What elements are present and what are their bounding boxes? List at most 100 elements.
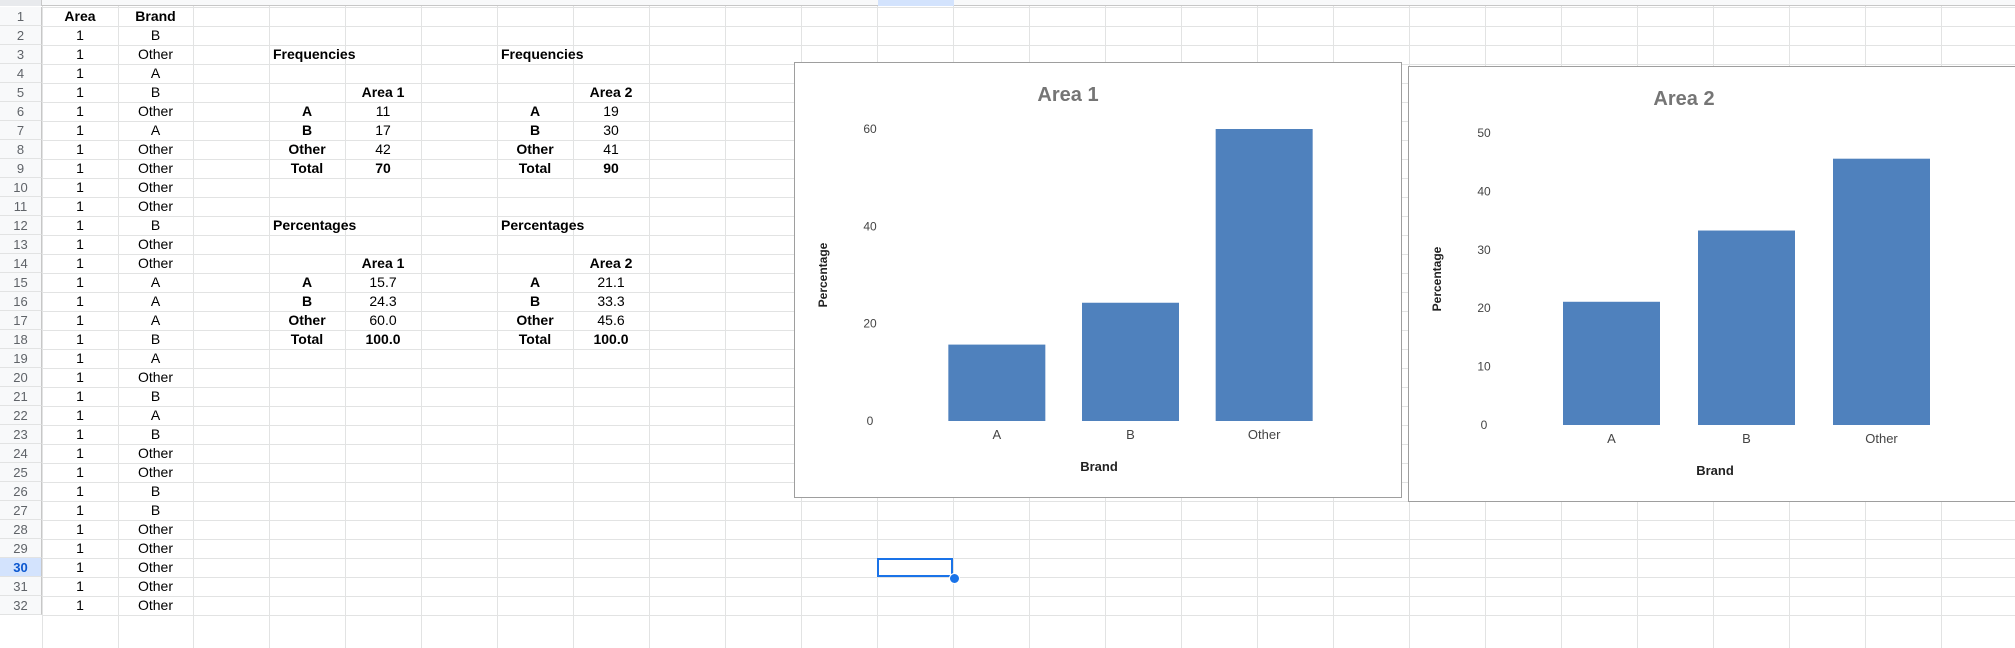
frequencies-row-label[interactable]: Other xyxy=(288,141,326,157)
row-header[interactable]: 1 xyxy=(0,7,42,26)
area-cell[interactable]: 1 xyxy=(76,84,84,100)
bar-other[interactable] xyxy=(1833,158,1930,426)
percentages-row-value[interactable]: 33.3 xyxy=(597,293,625,309)
frequencies-row-value[interactable]: 17 xyxy=(375,122,391,138)
area-cell[interactable]: 1 xyxy=(76,540,84,556)
area-cell[interactable]: 1 xyxy=(76,46,84,62)
row-header[interactable]: 28 xyxy=(0,520,42,539)
row-header[interactable]: 23 xyxy=(0,425,42,444)
row-header[interactable]: 25 xyxy=(0,463,42,482)
selected-cell[interactable] xyxy=(877,558,953,577)
area-cell[interactable]: 1 xyxy=(76,179,84,195)
row-header[interactable]: 5 xyxy=(0,83,42,102)
brand-cell[interactable]: B xyxy=(150,483,161,499)
row-header[interactable]: 20 xyxy=(0,368,42,387)
row-header[interactable]: 32 xyxy=(0,596,42,615)
frequencies-row-value[interactable]: 42 xyxy=(375,141,391,157)
frequencies-title[interactable]: Frequencies xyxy=(273,46,356,62)
row-header[interactable]: 26 xyxy=(0,482,42,501)
row-header[interactable]: 30 xyxy=(0,558,42,577)
area-cell[interactable]: 1 xyxy=(76,369,84,385)
brand-cell[interactable]: A xyxy=(150,350,161,366)
bar-b[interactable] xyxy=(1082,302,1179,421)
percentages-row-label[interactable]: Total xyxy=(518,331,552,347)
area-cell[interactable]: 1 xyxy=(76,388,84,404)
fill-handle[interactable] xyxy=(949,573,960,584)
brand-cell[interactable]: B xyxy=(150,502,161,518)
percentages-row-value[interactable]: 21.1 xyxy=(597,274,625,290)
brand-cell[interactable]: B xyxy=(150,388,161,404)
brand-cell[interactable]: Other xyxy=(137,578,173,594)
row-header[interactable]: 15 xyxy=(0,273,42,292)
frequencies-row-value[interactable]: 11 xyxy=(375,103,391,119)
area-cell[interactable]: 1 xyxy=(76,502,84,518)
row-header[interactable]: 7 xyxy=(0,121,42,140)
area-cell[interactable]: 1 xyxy=(76,521,84,537)
frequencies-row-value[interactable]: 41 xyxy=(603,141,619,157)
percentages-row-value[interactable]: 100.0 xyxy=(365,331,401,347)
area-cell[interactable]: 1 xyxy=(76,350,84,366)
row-header[interactable]: 12 xyxy=(0,216,42,235)
frequencies-row-label[interactable]: Total xyxy=(290,160,324,176)
brand-cell[interactable]: B xyxy=(150,426,161,442)
area-cell[interactable]: 1 xyxy=(76,65,84,81)
brand-cell[interactable]: Other xyxy=(137,179,173,195)
row-header[interactable]: 21 xyxy=(0,387,42,406)
header-brand[interactable]: Brand xyxy=(135,8,176,24)
area-cell[interactable]: 1 xyxy=(76,198,84,214)
brand-cell[interactable]: A xyxy=(150,65,161,81)
bar-other[interactable] xyxy=(1215,129,1313,421)
percentages-row-value[interactable]: 45.6 xyxy=(597,312,625,328)
brand-cell[interactable]: B xyxy=(150,84,161,100)
frequencies-row-value[interactable]: 19 xyxy=(603,103,619,119)
brand-cell[interactable]: B xyxy=(150,217,161,233)
row-header[interactable]: 14 xyxy=(0,254,42,273)
chart-area-1[interactable]: Area 1 0 20 40 60 A B Other Brand Percentage xyxy=(794,62,1402,498)
percentages-title[interactable]: Percentages xyxy=(501,217,585,233)
frequencies-row-value[interactable]: 30 xyxy=(603,122,619,138)
brand-cell[interactable]: Other xyxy=(137,464,173,480)
percentages-title[interactable]: Percentages xyxy=(273,217,357,233)
frequencies-header[interactable]: Area 2 xyxy=(589,84,633,100)
frequencies-row-label[interactable]: B xyxy=(529,122,541,138)
area-cell[interactable]: 1 xyxy=(76,312,84,328)
brand-cell[interactable]: Other xyxy=(137,198,173,214)
brand-cell[interactable]: A xyxy=(150,407,161,423)
select-all-corner[interactable] xyxy=(0,0,42,6)
brand-cell[interactable]: A xyxy=(150,274,161,290)
row-header[interactable]: 27 xyxy=(0,501,42,520)
bar-b[interactable] xyxy=(1698,230,1795,425)
brand-cell[interactable]: B xyxy=(150,27,161,43)
percentages-row-label[interactable]: Total xyxy=(290,331,324,347)
percentages-row-label[interactable]: A xyxy=(529,274,541,290)
frequencies-row-label[interactable]: Other xyxy=(516,141,554,157)
row-header[interactable]: 24 xyxy=(0,444,42,463)
brand-cell[interactable]: B xyxy=(150,331,161,347)
brand-cell[interactable]: Other xyxy=(137,236,173,252)
row-header[interactable]: 17 xyxy=(0,311,42,330)
percentages-header[interactable]: Area 1 xyxy=(361,255,405,271)
chart-area-2[interactable]: Area 2 0 10 20 30 40 50 A B Other Brand Percentage xyxy=(1408,66,2015,502)
row-header[interactable]: 8 xyxy=(0,140,42,159)
percentages-header[interactable]: Area 2 xyxy=(589,255,633,271)
row-header[interactable]: 4 xyxy=(0,64,42,83)
area-cell[interactable]: 1 xyxy=(76,445,84,461)
brand-cell[interactable]: A xyxy=(150,122,161,138)
row-header[interactable]: 2 xyxy=(0,26,42,45)
percentages-row-label[interactable]: A xyxy=(301,274,313,290)
area-cell[interactable]: 1 xyxy=(76,274,84,290)
brand-cell[interactable]: Other xyxy=(137,141,173,157)
header-area[interactable]: Area xyxy=(64,8,96,24)
brand-cell[interactable]: Other xyxy=(137,103,173,119)
frequencies-row-value[interactable]: 70 xyxy=(375,160,391,176)
percentages-row-value[interactable]: 24.3 xyxy=(369,293,397,309)
row-header[interactable]: 16 xyxy=(0,292,42,311)
area-cell[interactable]: 1 xyxy=(76,483,84,499)
frequencies-row-label[interactable]: A xyxy=(529,103,541,119)
row-header[interactable]: 19 xyxy=(0,349,42,368)
percentages-row-value[interactable]: 15.7 xyxy=(369,274,397,290)
row-header[interactable]: 3 xyxy=(0,45,42,64)
area-cell[interactable]: 1 xyxy=(76,160,84,176)
area-cell[interactable]: 1 xyxy=(76,293,84,309)
